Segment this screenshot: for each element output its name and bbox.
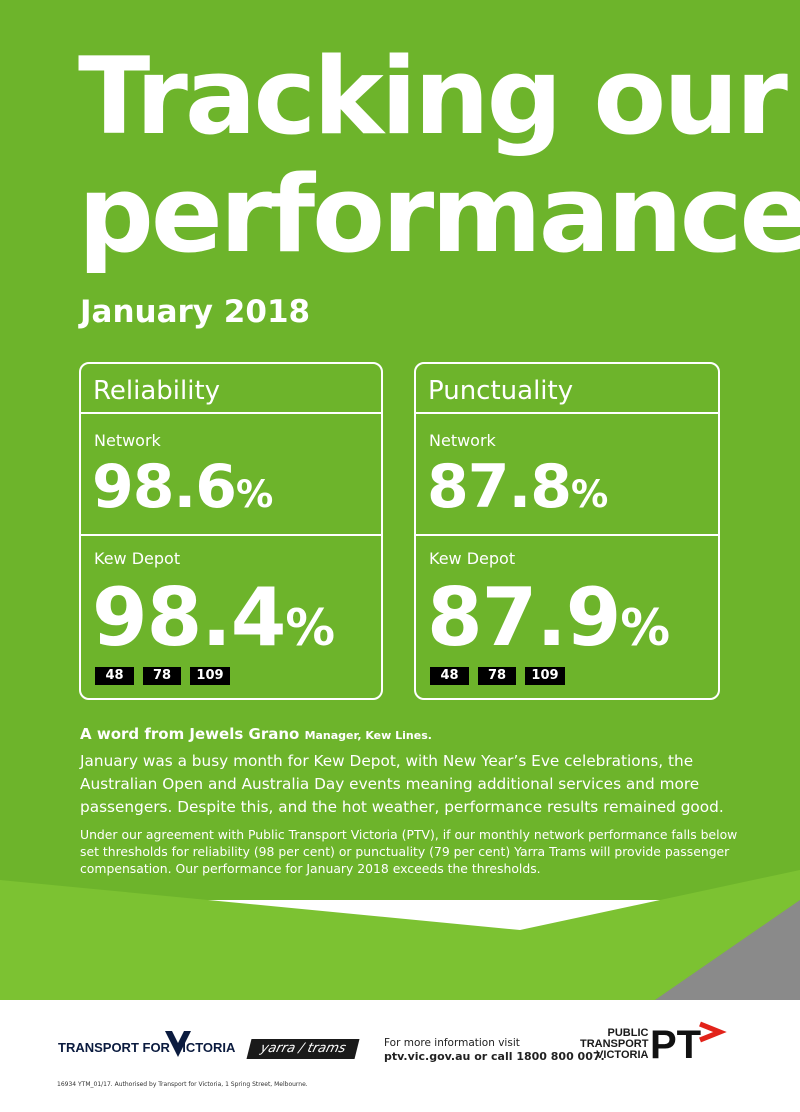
punctuality-depot-value: 87.9% (427, 571, 670, 664)
percent-sign: % (285, 599, 335, 657)
ptv-line: TRANSPORT (580, 1038, 649, 1050)
report-month: January 2018 (80, 294, 311, 330)
contact-info: For more information visit ptv.vic.gov.a… (384, 1037, 605, 1064)
reliability-network-value: 98.6% (92, 452, 273, 522)
page-title: Tracking our performance (78, 38, 800, 274)
route-badge: 109 (190, 667, 230, 685)
value-number: 87.9 (427, 571, 621, 664)
message-author: A word from Jewels Grano (80, 725, 300, 743)
transport-for-victoria-logo: TRANSPORT FOR VICTORIA (58, 1040, 236, 1055)
route-badges: 48 78 109 (95, 667, 230, 685)
divider (416, 412, 718, 414)
reliability-box: Reliability Network 98.6% Kew Depot 98.4… (79, 362, 383, 700)
divider (416, 534, 718, 536)
pt-logo-letters: PT (650, 1023, 701, 1066)
compensation-note: Under our agreement with Public Transpor… (80, 827, 738, 876)
info-line-contact: ptv.vic.gov.au or call 1800 800 007. (384, 1050, 605, 1063)
message-author-role: Manager, Kew Lines. (304, 729, 432, 742)
route-badge: 48 (430, 667, 469, 685)
value-number: 98.6 (92, 452, 237, 522)
network-label: Network (94, 431, 161, 450)
message-body: January was a busy month for Kew Depot, … (80, 752, 724, 816)
reliability-heading: Reliability (93, 376, 221, 406)
punctuality-network-value: 87.8% (427, 452, 608, 522)
info-line: For more information visit (384, 1037, 520, 1049)
ptv-line: PUBLIC (607, 1027, 649, 1039)
route-badges: 48 78 109 (430, 667, 565, 685)
reliability-depot-value: 98.4% (92, 571, 335, 664)
punctuality-box: Punctuality Network 87.8% Kew Depot 87.9… (414, 362, 720, 700)
divider (81, 412, 381, 414)
ptv-wordmark: PUBLIC TRANSPORT VICTORIA (580, 1028, 648, 1061)
pt-logo-icon: PT (650, 1021, 727, 1066)
yarra-trams-logo: yarra / trams (246, 1039, 360, 1059)
route-badge: 109 (525, 667, 565, 685)
route-badge: 48 (95, 667, 134, 685)
value-number: 98.4 (92, 571, 286, 664)
title-line-2: performance (78, 153, 800, 276)
divider (81, 534, 381, 536)
value-number: 87.8 (427, 452, 572, 522)
legal-text: 16934 YTM_01/17. Authorised by Transport… (57, 1081, 308, 1088)
ptv-line: VICTORIA (596, 1049, 649, 1061)
depot-label: Kew Depot (429, 549, 516, 568)
depot-label: Kew Depot (94, 549, 181, 568)
message-heading: A word from Jewels Grano Manager, Kew Li… (80, 725, 432, 743)
percent-sign: % (620, 599, 670, 657)
victoria-v-icon (165, 1031, 191, 1057)
network-label: Network (429, 431, 496, 450)
percent-sign: % (236, 472, 273, 516)
title-line-1: Tracking our (78, 35, 788, 158)
route-badge: 78 (143, 667, 181, 685)
percent-sign: % (571, 472, 608, 516)
punctuality-heading: Punctuality (428, 376, 574, 406)
route-badge: 78 (478, 667, 516, 685)
